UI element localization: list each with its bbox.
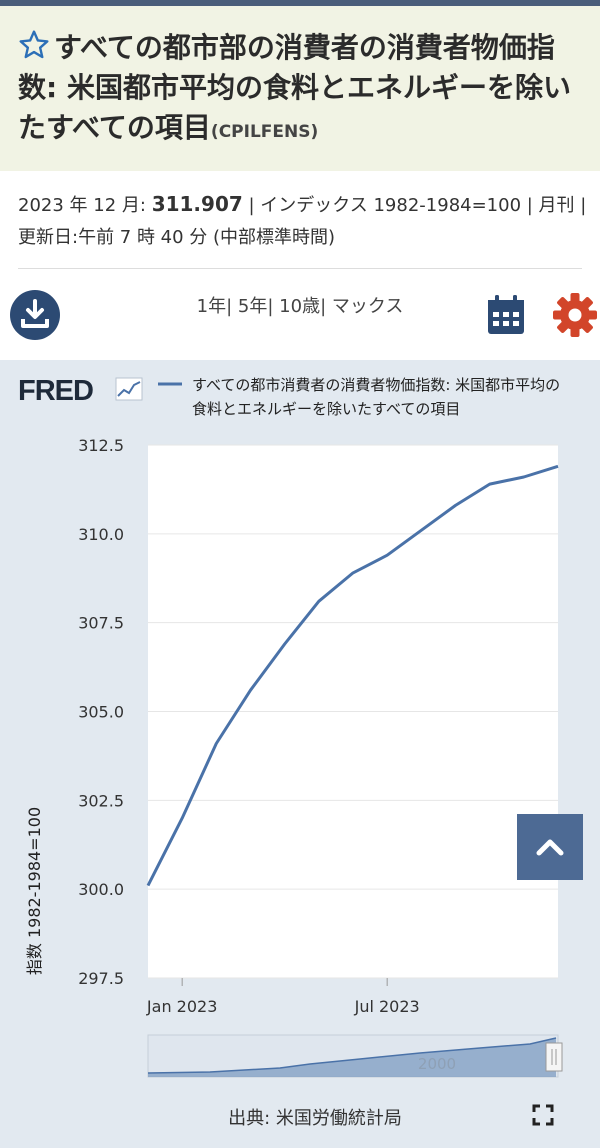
fred-logo: FRED	[18, 375, 93, 407]
range-sep: |	[320, 296, 327, 317]
y-tick-label: 310.0	[78, 525, 124, 544]
range-1y[interactable]: 1年	[196, 296, 227, 317]
source-text: 出典: 米国労働統計局	[228, 1108, 402, 1129]
y-tick-label: 300.0	[78, 880, 124, 899]
range-max[interactable]: マックス	[331, 296, 404, 317]
navigator[interactable]: 2000	[147, 1034, 563, 1078]
navigator-area	[148, 1038, 556, 1077]
y-tick-label: 302.5	[78, 791, 124, 810]
observation-value: 311.907	[151, 192, 243, 216]
range-sep: |	[226, 296, 233, 317]
series-code: (CPILFENS)	[210, 122, 319, 142]
observation-date: 2023 年 12 月:	[18, 195, 146, 216]
range-5y[interactable]: 5年	[237, 296, 268, 317]
navigator-label: 2000	[418, 1055, 456, 1073]
chevron-up-icon	[536, 839, 564, 856]
y-tick-label: 312.5	[78, 436, 124, 455]
series-line	[146, 464, 559, 887]
title-block	[0, 6, 600, 171]
units-frequency: | インデックス 1982-1984=100 | 月刊 |	[248, 195, 587, 216]
y-tick-label: 297.5	[78, 969, 124, 988]
date-range-selector: 1年| 5年| 10歳| マックス	[150, 292, 450, 318]
range-sep: |	[267, 296, 274, 317]
top-bar	[0, 0, 600, 6]
updated-time: 更新日:午前 7 時 40 分 (中部標準時間)	[18, 227, 336, 248]
navigator-line	[147, 1037, 557, 1074]
legend-line-1: すべての都市消費者の消費者物価指数: 米国都市平均の	[192, 376, 560, 394]
range-10y[interactable]: 10歳	[279, 296, 321, 317]
y-tick-label: 305.0	[78, 703, 124, 722]
scroll-top-button[interactable]	[517, 814, 583, 880]
series-meta: 2023 年 12 月: 311.907 | インデックス 1982-1984=…	[18, 188, 588, 254]
chart-area: FRED すべての都市消費者の消費者物価指数: 米国都市平均の 食料とエネルギー…	[0, 360, 600, 1148]
x-tick-labels: Jan 2023 Jul 2023	[146, 978, 420, 1016]
settings-button[interactable]	[550, 290, 600, 340]
fred-logo-mark	[115, 377, 143, 401]
download-icon	[21, 299, 49, 328]
fullscreen-icon	[532, 1104, 554, 1126]
download-button[interactable]	[10, 290, 60, 340]
star-icon[interactable]	[18, 29, 50, 61]
grid	[148, 444, 558, 979]
gear-icon	[553, 293, 597, 337]
legend-line-2: 食料とエネルギーを除いたすべての項目	[192, 400, 460, 418]
fullscreen-button[interactable]	[532, 1104, 554, 1126]
title-text: すべての都市部の消費者の消費者物価指数: 米国都市平均の食料とエネルギーを除いた…	[18, 31, 571, 144]
calendar-icon	[488, 295, 524, 334]
divider	[18, 268, 582, 269]
y-tick-label: 307.5	[78, 614, 124, 633]
y-tick-labels: 297.5 300.0 302.5 305.0 307.5 310.0 312.5	[78, 436, 124, 988]
calendar-button[interactable]	[486, 294, 526, 336]
chart-svg: FRED すべての都市消費者の消費者物価指数: 米国都市平均の 食料とエネルギー…	[18, 375, 563, 1078]
x-tick-label: Jul 2023	[354, 997, 420, 1016]
navigator-handle[interactable]	[545, 1042, 563, 1072]
x-tick-label: Jan 2023	[146, 997, 217, 1016]
page-title: すべての都市部の消費者の消費者物価指数: 米国都市平均の食料とエネルギーを除いた…	[18, 28, 588, 152]
y-axis-label: 指数 1982-1984=100	[25, 807, 44, 975]
